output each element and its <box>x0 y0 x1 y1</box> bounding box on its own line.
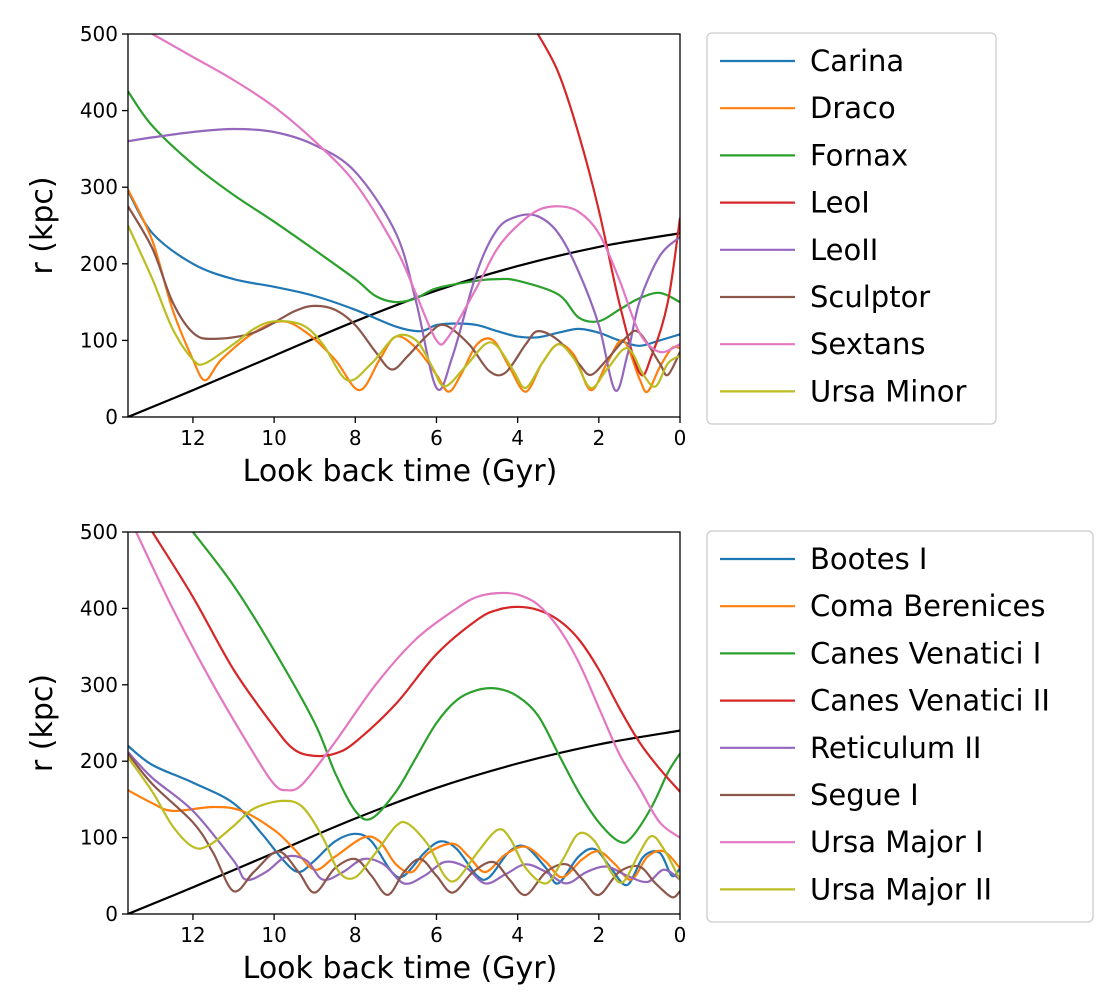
series-line-ursa-major-ii <box>128 756 680 885</box>
y-tick-label: 200 <box>80 252 118 276</box>
legend-entry: Ursa Minor <box>810 374 966 408</box>
series-line-sextans <box>151 34 680 354</box>
series-line-carina <box>128 190 680 347</box>
series-line-coma-berenices <box>128 789 680 881</box>
y-tick-label: 500 <box>80 22 118 46</box>
y-tick-label: 400 <box>80 596 118 620</box>
x-tick-label: 0 <box>674 426 687 450</box>
reference-line <box>128 729 680 914</box>
y-axis-label: r (kpc) <box>25 176 60 274</box>
reference-line <box>128 232 680 417</box>
y-tick-label: 300 <box>80 673 118 697</box>
series-line-ursa-minor <box>128 225 680 390</box>
x-tick-label: 12 <box>180 923 205 947</box>
x-tick-label: 6 <box>430 426 443 450</box>
x-axis-label: Look back time (Gyr) <box>243 454 558 489</box>
x-tick-label: 8 <box>349 923 362 947</box>
x-tick-label: 2 <box>592 426 605 450</box>
series-line-segue-i <box>128 752 680 899</box>
series-line-bootes-i <box>128 745 680 887</box>
x-tick-label: 10 <box>261 923 286 947</box>
series-line-sculptor <box>128 205 680 377</box>
legend-entry: Fornax <box>810 138 908 172</box>
y-axis-label: r (kpc) <box>25 674 60 772</box>
y-tick-label: 100 <box>80 826 118 850</box>
x-tick-label: 2 <box>592 923 605 947</box>
x-tick-label: 8 <box>349 426 362 450</box>
y-tick-label: 500 <box>80 520 118 544</box>
x-tick-label: 12 <box>180 426 205 450</box>
y-tick-label: 300 <box>80 175 118 199</box>
y-tick-label: 100 <box>80 328 118 352</box>
y-tick-label: 400 <box>80 99 118 123</box>
legend-entry: Canes Venatici I <box>810 636 1041 670</box>
legend-entry: LeoI <box>810 186 870 220</box>
series-line-reticulum-ii <box>128 751 680 885</box>
legend-entry: Reticulum II <box>810 731 981 765</box>
series-line-fornax <box>128 90 680 323</box>
legend-entry: Sextans <box>810 327 926 361</box>
legend-frame <box>706 530 1094 923</box>
legend-entry: Sculptor <box>810 280 930 314</box>
x-axis-label: Look back time (Gyr) <box>243 951 558 986</box>
y-tick-label: 0 <box>105 902 118 926</box>
axes-frame <box>127 531 681 915</box>
legend: Bootes I Coma Berenices Canes Venatici I Ca… <box>706 530 1094 923</box>
plot-area <box>128 532 680 914</box>
series-line-leoii <box>128 127 680 392</box>
legend: Carina Draco Fornax LeoI LeoII Sculptor Sextan… <box>706 32 997 425</box>
y-tick-label: 200 <box>80 749 118 773</box>
x-tick-label: 4 <box>511 923 524 947</box>
legend-entry: Coma Berenices <box>810 589 1045 623</box>
series-line-draco <box>128 189 680 394</box>
x-tick-label: 6 <box>430 923 443 947</box>
series-line-canes-venatici-i <box>192 532 680 844</box>
legend-entry: Ursa Major I <box>810 825 984 859</box>
plot-area <box>128 34 680 417</box>
axes-frame <box>127 33 681 418</box>
legend-frame <box>706 32 997 425</box>
legend-entry: Canes Venatici II <box>810 684 1050 718</box>
x-tick-label: 10 <box>261 426 286 450</box>
series-line-canes-venatici-ii <box>151 532 680 793</box>
legend-entry: Carina <box>810 44 904 78</box>
legend-entry: Bootes I <box>810 542 927 576</box>
legend-entry: LeoII <box>810 233 878 267</box>
legend-entry: Segue I <box>810 778 919 812</box>
x-tick-label: 4 <box>511 426 524 450</box>
legend-entry: Ursa Major II <box>810 872 992 906</box>
legend-entry: Draco <box>810 91 896 125</box>
series-line-ursa-major-i <box>135 532 680 839</box>
x-tick-label: 0 <box>674 923 687 947</box>
y-tick-label: 0 <box>105 405 118 429</box>
series-line-leoi <box>536 34 680 377</box>
